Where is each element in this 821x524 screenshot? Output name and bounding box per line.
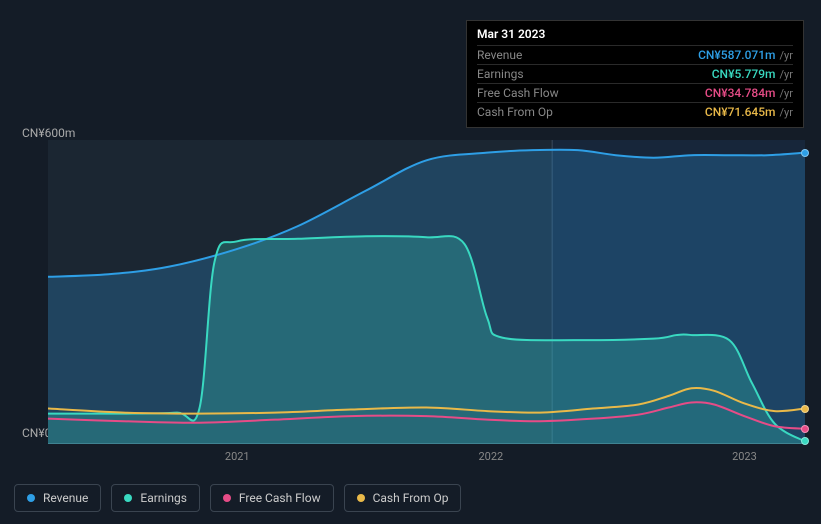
x-tick-label: 2023 [732, 450, 757, 463]
tooltip-row: Free Cash Flow CN¥34.784m/yr [477, 83, 793, 102]
tooltip-metric-value: CN¥587.071m [698, 48, 775, 62]
tooltip-metric-value: CN¥5.779m [712, 67, 776, 81]
series-end-dot [801, 425, 809, 433]
tooltip-metric-value: CN¥34.784m [705, 86, 776, 100]
tooltip-row: Earnings CN¥5.779m/yr [477, 64, 793, 83]
chart-tooltip: Mar 31 2023 RevenueCN¥587.071m/yrEarning… [466, 20, 804, 128]
tooltip-metric-label: Earnings [477, 67, 524, 81]
legend-label: Earnings [140, 491, 187, 505]
chart-legend: Revenue Earnings Free Cash Flow Cash From O… [14, 484, 461, 512]
tooltip-row: Revenue CN¥587.071m/yr [477, 45, 793, 64]
y-axis-max-label: CN¥600m [22, 126, 75, 140]
legend-label: Free Cash Flow [239, 491, 321, 505]
legend-item[interactable]: Earnings [111, 484, 200, 512]
tooltip-metric-unit: /yr [780, 49, 793, 62]
series-end-dot [801, 437, 809, 445]
legend-dot-icon [27, 494, 35, 502]
y-axis-min-label: CN¥0 [22, 426, 51, 440]
legend-item[interactable]: Free Cash Flow [210, 484, 334, 512]
legend-item[interactable]: Revenue [14, 484, 101, 512]
tooltip-metric-label: Revenue [477, 48, 522, 62]
tooltip-metric-label: Free Cash Flow [477, 86, 559, 100]
tooltip-row: Cash From Op CN¥71.645m/yr [477, 102, 793, 121]
legend-item[interactable]: Cash From Op [344, 484, 462, 512]
chart-svg [48, 140, 805, 444]
x-tick-label: 2022 [478, 450, 503, 463]
tooltip-date: Mar 31 2023 [477, 27, 793, 41]
legend-label: Cash From Op [373, 491, 449, 505]
legend-label: Revenue [43, 491, 88, 505]
legend-dot-icon [124, 494, 132, 502]
series-end-dot [801, 149, 809, 157]
tooltip-metric-unit: /yr [780, 87, 793, 100]
tooltip-metric-unit: /yr [780, 68, 793, 81]
legend-dot-icon [357, 494, 365, 502]
x-axis: 2021 2022 2023 [48, 450, 805, 470]
series-end-dot [801, 405, 809, 413]
tooltip-metric-value: CN¥71.645m [705, 105, 776, 119]
x-tick-label: 2021 [225, 450, 250, 463]
tooltip-metric-unit: /yr [780, 106, 793, 119]
legend-dot-icon [223, 494, 231, 502]
chart-plot-area [48, 140, 805, 444]
tooltip-metric-label: Cash From Op [477, 105, 553, 119]
